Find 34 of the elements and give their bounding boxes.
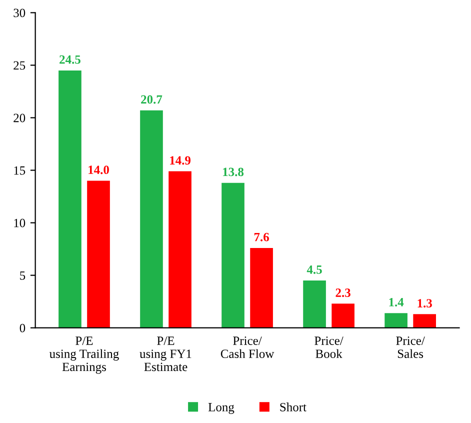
data-label: 24.5 <box>60 55 80 64</box>
data-label: 2.3 <box>336 288 350 298</box>
data-label: 14.9 <box>170 156 191 165</box>
bar <box>332 304 354 328</box>
bar <box>222 182 244 328</box>
x-tick-label: Price/ Cash Flow <box>220 336 274 358</box>
data-label: 13.8 <box>223 168 244 176</box>
data-label: 1.4 <box>389 298 404 306</box>
bar <box>58 70 82 328</box>
y-tick-label: 0 <box>20 324 26 332</box>
data-label: 4.5 <box>306 265 322 274</box>
y-tick-label: 30 <box>14 8 26 18</box>
data-label: 1.3 <box>418 299 432 308</box>
y-tick-label: 25 <box>14 61 26 70</box>
y-tick-label: 20 <box>14 114 26 122</box>
y-tick-label: 15 <box>14 166 26 175</box>
bar <box>384 313 408 328</box>
y-tick-label: 10 <box>14 218 26 228</box>
bar <box>140 110 163 328</box>
y-tick-label: 5 <box>20 271 26 280</box>
data-label: 14.0 <box>88 166 109 174</box>
bar <box>303 280 326 328</box>
x-tick-label: P/E using FY1 Estimate <box>140 336 192 372</box>
legend-label: Short <box>280 402 306 412</box>
bar <box>413 314 436 328</box>
data-label: 20.7 <box>141 95 162 104</box>
x-tick-label: Price/ Sales <box>396 336 425 358</box>
data-label: 7.6 <box>254 232 269 242</box>
bar <box>250 248 273 328</box>
bar <box>87 180 110 328</box>
x-tick-label: P/E using Trailing Earnings <box>49 336 119 374</box>
bar <box>168 171 192 328</box>
x-tick-label: Price/ Book <box>314 336 344 358</box>
legend-label: Long <box>208 403 234 414</box>
